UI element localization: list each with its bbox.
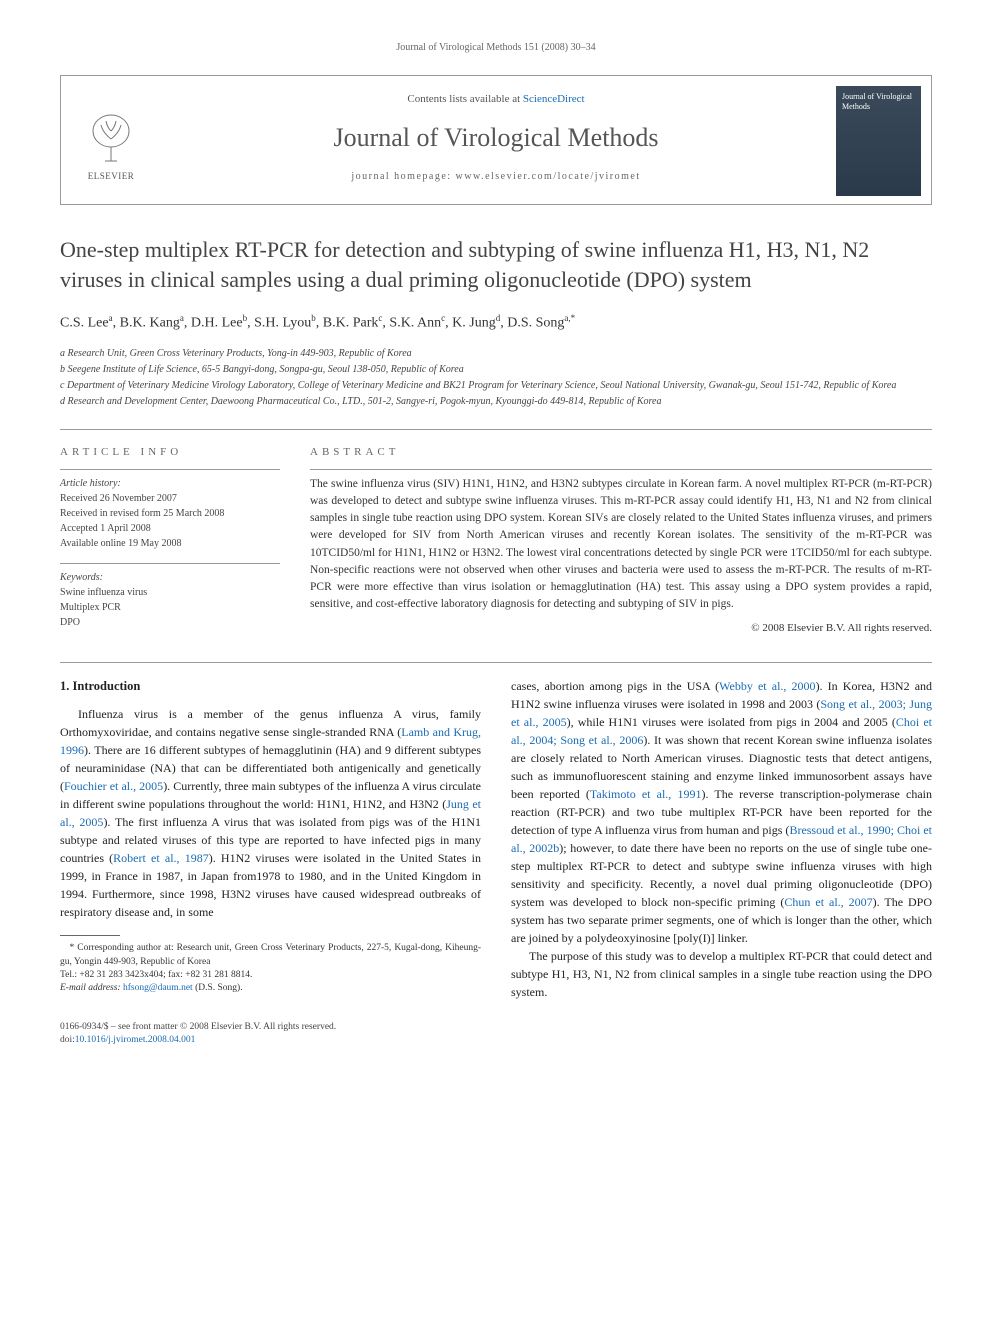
abstract: ABSTRACT The swine influenza virus (SIV)… bbox=[310, 444, 932, 642]
text: cases, abortion among pigs in the USA ( bbox=[511, 679, 719, 693]
contents-pre: Contents lists available at bbox=[407, 93, 522, 105]
abstract-copyright: © 2008 Elsevier B.V. All rights reserved… bbox=[310, 620, 932, 637]
journal-homepage-line: journal homepage: www.elsevier.com/locat… bbox=[171, 169, 821, 184]
affiliation: b Seegene Institute of Life Science, 65-… bbox=[60, 362, 932, 377]
elsevier-tree-icon bbox=[81, 111, 141, 166]
text: (D.S. Song). bbox=[193, 983, 243, 993]
keywords: Keywords: Swine influenza virus Multiple… bbox=[60, 570, 280, 630]
contents-available-line: Contents lists available at ScienceDirec… bbox=[171, 91, 821, 108]
keywords-label: Keywords: bbox=[60, 570, 280, 585]
abstract-heading: ABSTRACT bbox=[310, 444, 932, 461]
body-paragraph: The purpose of this study was to develop… bbox=[511, 947, 932, 1001]
info-abstract-row: ARTICLE INFO Article history: Received 2… bbox=[60, 444, 932, 642]
citation-link[interactable]: Fouchier et al., 2005 bbox=[64, 779, 163, 793]
page: Journal of Virological Methods 151 (2008… bbox=[0, 0, 992, 1087]
divider bbox=[60, 429, 932, 430]
article-history: Article history: Received 26 November 20… bbox=[60, 476, 280, 551]
corresponding-author-footnote: * Corresponding author at: Research unit… bbox=[60, 942, 481, 995]
body-paragraph: Influenza virus is a member of the genus… bbox=[60, 705, 481, 921]
doi-line: doi:10.1016/j.jviromet.2008.04.001 bbox=[60, 1034, 932, 1047]
citation-link[interactable]: Webby et al., 2000 bbox=[719, 679, 815, 693]
divider bbox=[60, 563, 280, 564]
doi-link[interactable]: 10.1016/j.jviromet.2008.04.001 bbox=[75, 1035, 196, 1045]
page-footer: 0166-0934/$ – see front matter © 2008 El… bbox=[60, 1021, 932, 1048]
article-info-heading: ARTICLE INFO bbox=[60, 444, 280, 461]
history-label: Article history: bbox=[60, 476, 280, 491]
text: E-mail address: bbox=[60, 983, 123, 993]
body-paragraph: cases, abortion among pigs in the USA (W… bbox=[511, 677, 932, 947]
text: doi: bbox=[60, 1035, 75, 1045]
homepage-label: journal homepage: bbox=[351, 171, 455, 182]
abstract-text: The swine influenza virus (SIV) H1N1, H1… bbox=[310, 476, 932, 614]
affiliation: a Research Unit, Green Cross Veterinary … bbox=[60, 346, 932, 361]
keyword: Multiplex PCR bbox=[60, 600, 280, 615]
publisher-logo: ELSEVIER bbox=[71, 111, 151, 184]
citation-link[interactable]: Chun et al., 2007 bbox=[784, 895, 872, 909]
running-header: Journal of Virological Methods 151 (2008… bbox=[60, 40, 932, 55]
homepage-url: www.elsevier.com/locate/jviromet bbox=[456, 171, 641, 182]
text: * Corresponding author at: Research unit… bbox=[60, 943, 481, 966]
article-body: 1. Introduction Influenza virus is a mem… bbox=[60, 677, 932, 1001]
history-item: Received 26 November 2007 bbox=[60, 491, 280, 506]
publisher-name: ELSEVIER bbox=[71, 170, 151, 184]
text: ), while H1N1 viruses were isolated from… bbox=[567, 715, 896, 729]
cover-title: Journal of Virological Methods bbox=[842, 92, 915, 111]
issn-line: 0166-0934/$ – see front matter © 2008 El… bbox=[60, 1021, 932, 1034]
affiliation: c Department of Veterinary Medicine Viro… bbox=[60, 378, 932, 393]
affiliation: d Research and Development Center, Daewo… bbox=[60, 394, 932, 409]
masthead: ELSEVIER Journal of Virological Methods … bbox=[60, 75, 932, 205]
article-info: ARTICLE INFO Article history: Received 2… bbox=[60, 444, 280, 642]
section-heading: 1. Introduction bbox=[60, 677, 481, 696]
divider bbox=[60, 469, 280, 470]
history-item: Available online 19 May 2008 bbox=[60, 536, 280, 551]
author-list: C.S. Leea, B.K. Kanga, D.H. Leeb, S.H. L… bbox=[60, 312, 932, 334]
citation-link[interactable]: Takimoto et al., 1991 bbox=[590, 787, 702, 801]
affiliations: a Research Unit, Green Cross Veterinary … bbox=[60, 346, 932, 409]
divider bbox=[60, 662, 932, 663]
citation-link[interactable]: Robert et al., 1987 bbox=[113, 851, 209, 865]
journal-cover-thumbnail: Journal of Virological Methods bbox=[836, 86, 921, 196]
text: Tel.: +82 31 283 3423x404; fax: +82 31 2… bbox=[60, 970, 252, 980]
history-item: Received in revised form 25 March 2008 bbox=[60, 506, 280, 521]
footnote-separator bbox=[60, 935, 120, 936]
keyword: DPO bbox=[60, 615, 280, 630]
article-title: One-step multiplex RT-PCR for detection … bbox=[60, 235, 932, 294]
divider bbox=[310, 469, 932, 470]
keyword: Swine influenza virus bbox=[60, 585, 280, 600]
sciencedirect-link[interactable]: ScienceDirect bbox=[523, 93, 585, 105]
journal-name: Journal of Virological Methods bbox=[171, 118, 821, 157]
history-item: Accepted 1 April 2008 bbox=[60, 521, 280, 536]
email-link[interactable]: hfsong@daum.net bbox=[123, 983, 193, 993]
